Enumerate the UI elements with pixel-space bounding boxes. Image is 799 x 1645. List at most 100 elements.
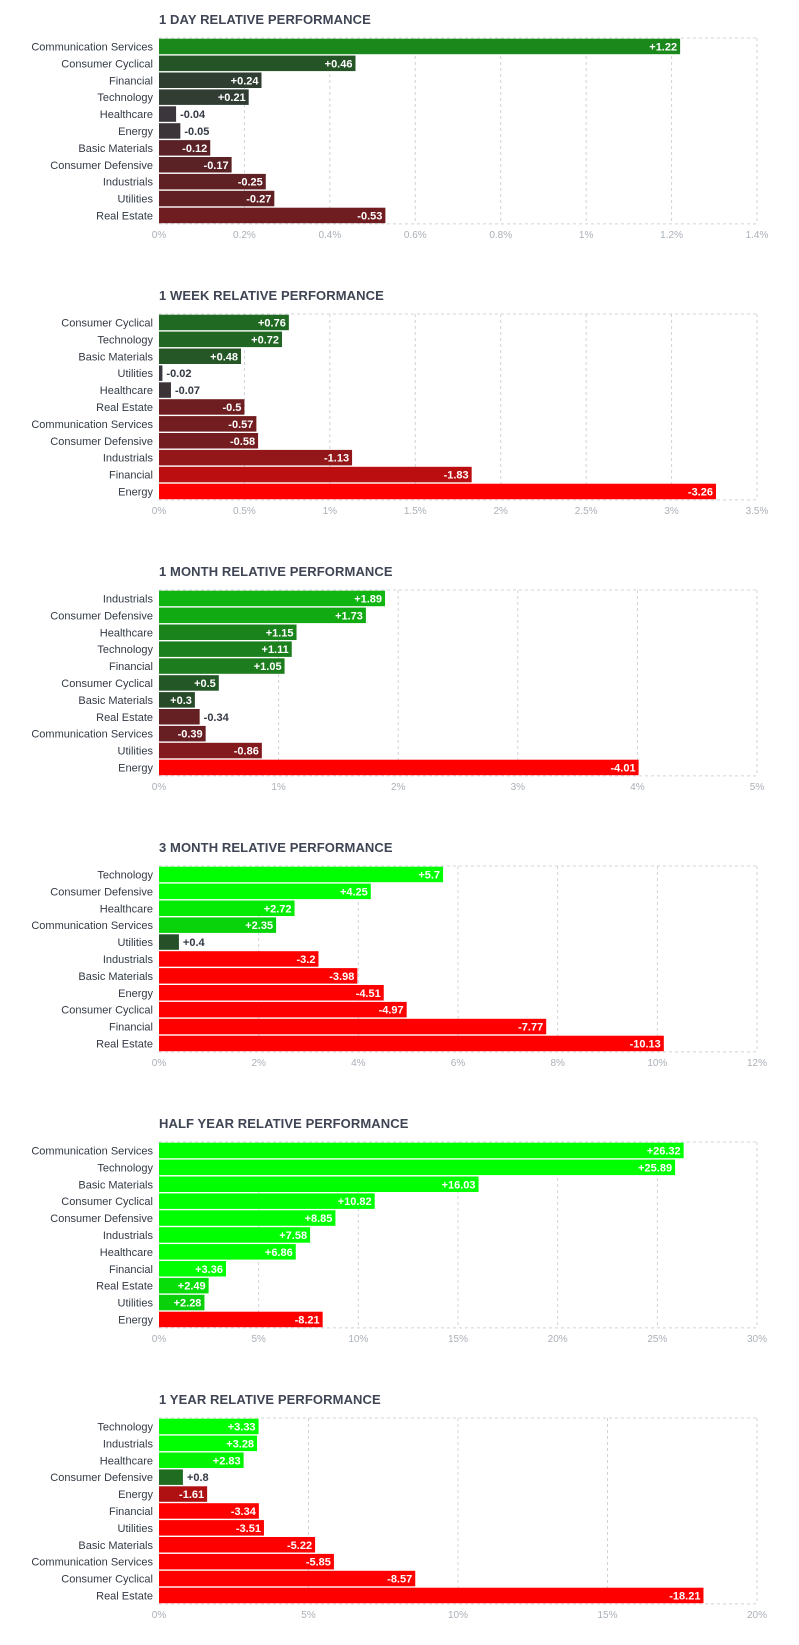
chart-title: 1 DAY RELATIVE PERFORMANCE [159, 12, 371, 27]
category-label: Communication Services [31, 920, 153, 932]
category-label: Healthcare [100, 1247, 153, 1259]
category-label: Healthcare [100, 903, 153, 915]
bar-value-label: -8.57 [387, 1574, 412, 1586]
x-tick-label: 1% [323, 506, 338, 517]
category-label: Utilities [118, 368, 154, 380]
bar-value-label: +1.11 [262, 644, 289, 656]
x-tick-label: 2% [391, 782, 406, 793]
category-label: Basic Materials [78, 143, 153, 155]
bar-value-label: -3.51 [236, 1523, 261, 1535]
x-tick-label: 10% [448, 1610, 468, 1621]
bar [159, 466, 472, 483]
bar [159, 1244, 296, 1260]
bar-value-label: -0.39 [178, 729, 203, 741]
bar [159, 207, 386, 224]
bar [159, 951, 319, 967]
category-label: Consumer Defensive [50, 886, 153, 898]
bar [159, 1486, 208, 1502]
chart-title: 1 YEAR RELATIVE PERFORMANCE [159, 1392, 381, 1407]
category-label: Utilities [118, 1523, 154, 1535]
x-tick-label: 5% [301, 1610, 316, 1621]
bar-value-label: +1.89 [354, 593, 382, 605]
bar [159, 866, 444, 883]
bar-value-label: -0.07 [175, 385, 200, 397]
category-label: Industrials [103, 954, 154, 966]
bar [159, 89, 249, 105]
bar-value-label: -0.02 [166, 368, 191, 380]
category-label: Basic Materials [78, 971, 153, 983]
bar [159, 72, 262, 88]
category-label: Communication Services [31, 1557, 153, 1569]
bar-value-label: -3.26 [688, 486, 713, 498]
x-tick-label: 4% [351, 1058, 366, 1069]
category-label: Consumer Cyclical [61, 58, 153, 70]
bar [159, 1418, 259, 1435]
bar-value-label: +4.25 [340, 886, 368, 898]
category-label: Consumer Cyclical [61, 678, 153, 690]
x-tick-label: 15% [597, 1610, 617, 1621]
bar-value-label: +0.3 [170, 695, 192, 707]
bar [159, 1452, 244, 1468]
bar-value-label: +2.35 [245, 920, 273, 932]
category-label: Communication Services [31, 1145, 153, 1157]
x-tick-label: 20% [747, 1610, 767, 1621]
category-label: Real Estate [96, 1281, 153, 1293]
bar-value-label: -4.51 [356, 988, 381, 1000]
bar [159, 140, 211, 156]
bar [159, 365, 163, 381]
bar-value-label: +0.4 [183, 937, 206, 949]
chart-title: 3 MONTH RELATIVE PERFORMANCE [159, 840, 393, 855]
x-tick-label: 4% [630, 782, 645, 793]
x-tick-label: 0% [152, 506, 167, 517]
category-label: Healthcare [100, 627, 153, 639]
bar-value-label: +3.36 [195, 1264, 223, 1276]
bar-value-label: +5.7 [418, 869, 440, 881]
category-label: Communication Services [31, 41, 153, 53]
category-label: Basic Materials [78, 1179, 153, 1191]
chart-panel: 1 MONTH RELATIVE PERFORMANCE 0% 1% 2% 3% 4% 5%… [0, 552, 799, 817]
x-tick-label: 0.8% [489, 230, 512, 241]
category-label: Basic Materials [78, 351, 153, 363]
category-label: Technology [97, 334, 153, 346]
bar-value-label: +2.83 [213, 1455, 241, 1467]
category-label: Energy [118, 1489, 153, 1501]
bar-value-label: -0.53 [357, 210, 382, 222]
x-tick-label: 3% [511, 782, 526, 793]
x-tick-label: 2.5% [575, 506, 598, 517]
category-label: Industrials [103, 593, 154, 605]
bar-value-label: -3.98 [329, 971, 354, 983]
chart-title: 1 MONTH RELATIVE PERFORMANCE [159, 564, 393, 579]
x-tick-label: 3% [664, 506, 679, 517]
chart-title: HALF YEAR RELATIVE PERFORMANCE [159, 1116, 409, 1131]
bar [159, 1176, 479, 1192]
bar [159, 1537, 316, 1553]
x-tick-label: 10% [348, 1334, 368, 1345]
x-tick-label: 30% [747, 1334, 767, 1345]
x-tick-label: 2% [493, 506, 508, 517]
bar-value-label: -1.83 [444, 470, 469, 482]
category-label: Consumer Cyclical [61, 1574, 153, 1586]
category-label: Financial [109, 470, 153, 482]
category-label: Financial [109, 75, 153, 87]
bar-value-label: +0.76 [258, 317, 286, 329]
bar-value-label: +0.24 [231, 75, 260, 87]
category-label: Real Estate [96, 210, 153, 222]
bar [159, 449, 353, 466]
category-label: Industrials [103, 1438, 154, 1450]
x-tick-label: 0.6% [404, 230, 427, 241]
bar [159, 157, 232, 173]
category-label: Consumer Defensive [50, 610, 153, 622]
category-label: Consumer Cyclical [61, 317, 153, 329]
category-label: Consumer Cyclical [61, 1196, 153, 1208]
bar-value-label: -8.21 [295, 1314, 320, 1326]
bar [159, 985, 384, 1001]
bar [159, 968, 358, 984]
bar-value-label: -0.12 [182, 143, 207, 155]
bar-value-label: -10.13 [630, 1038, 661, 1050]
bar-value-label: +10.82 [338, 1196, 372, 1208]
bar-value-label: +1.22 [649, 41, 677, 53]
category-label: Real Estate [96, 712, 153, 724]
bar [159, 382, 171, 398]
bar [159, 709, 200, 725]
category-label: Utilities [118, 194, 154, 206]
